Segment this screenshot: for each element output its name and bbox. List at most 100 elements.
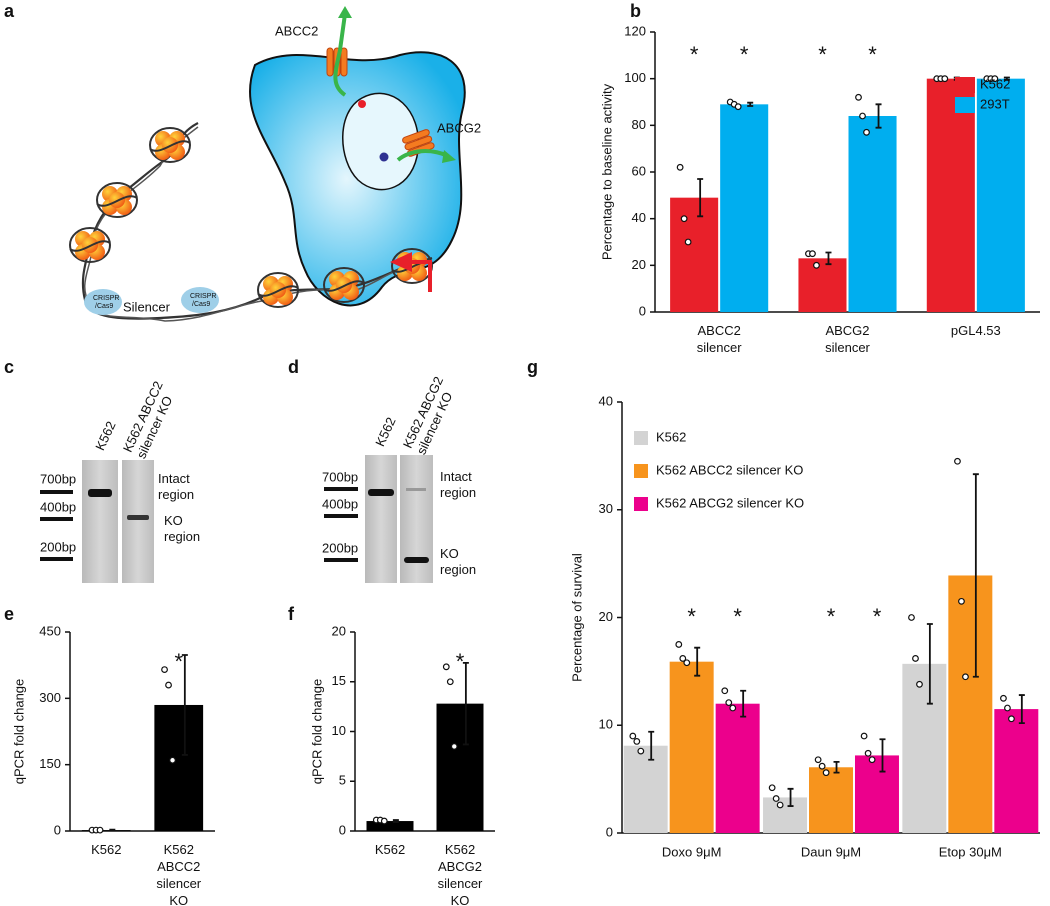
data-point <box>637 747 645 755</box>
cas9-label: /Cas9 <box>192 301 210 308</box>
data-point <box>868 756 876 764</box>
x-tick-label: K562 <box>91 842 121 857</box>
data-point <box>916 680 923 688</box>
cas9-label: CRISPR <box>190 293 216 300</box>
error-bar <box>694 646 701 677</box>
bar <box>623 745 668 833</box>
ladder-mark <box>40 490 73 494</box>
data-point <box>676 163 684 171</box>
gel-band <box>404 557 429 563</box>
data-point <box>991 75 999 83</box>
cas9 <box>84 289 122 315</box>
legend-swatch <box>955 77 975 93</box>
data-point <box>684 238 692 246</box>
bar <box>366 821 414 831</box>
significance: * <box>456 649 465 674</box>
x-tick-label: Etop 30μM <box>939 844 1002 859</box>
cas9 <box>181 287 219 313</box>
panel-label: d <box>288 357 299 377</box>
bar <box>763 797 808 833</box>
bar <box>854 755 899 833</box>
bar <box>436 703 484 831</box>
error-bar <box>648 730 655 761</box>
data-point <box>954 457 961 465</box>
bar <box>948 575 993 833</box>
x-tick-label: Daun 9μM <box>801 844 861 859</box>
nucleosome <box>69 227 111 263</box>
y-tick-label: 0 <box>54 822 61 837</box>
drug <box>358 100 366 108</box>
y-tick-label: 20 <box>332 623 346 638</box>
data-point <box>96 826 104 834</box>
transporter-label: ABCG2 <box>437 120 481 135</box>
gel-lane <box>365 455 397 583</box>
data-point <box>1008 715 1015 723</box>
bar <box>154 704 204 831</box>
bar <box>902 663 947 833</box>
error-bar <box>926 623 933 705</box>
cas9-label: CRISPR <box>93 295 119 302</box>
y-tick-label: 0 <box>606 824 613 839</box>
ladder-label: 700bp <box>40 471 76 486</box>
error-bar <box>181 654 188 756</box>
y-tick-label: 20 <box>632 257 646 272</box>
promoter-arrow <box>410 260 432 292</box>
significance: * <box>827 604 836 629</box>
data-point <box>772 795 780 802</box>
silencer-label: Silencer <box>123 299 171 314</box>
legend-label: K562 <box>980 76 1010 91</box>
error-bar <box>697 178 704 218</box>
y-tick-label: 150 <box>39 756 61 771</box>
y-tick-label: 450 <box>39 623 61 638</box>
error-bar <box>787 787 794 807</box>
legend-swatch <box>634 431 648 445</box>
data-point <box>941 75 949 83</box>
cas9-label: /Cas9 <box>95 303 113 310</box>
data-point <box>776 801 784 809</box>
significance: * <box>174 649 183 674</box>
bar <box>81 830 131 831</box>
band-label: KO region <box>440 546 476 577</box>
data-point <box>958 597 965 605</box>
lane-label: K562 ABCG2silencer KO <box>400 374 460 457</box>
data-point <box>814 756 822 764</box>
nucleus <box>342 92 420 191</box>
transporter-label: ABCC2 <box>275 23 318 38</box>
error-bar <box>747 101 754 107</box>
panel-label: e <box>4 604 14 624</box>
y-tick-label: 300 <box>39 690 61 705</box>
data-point <box>1004 704 1011 712</box>
panel-d: d K562 K562 ABCG2silencer KO 700bp 400bp… <box>288 357 476 583</box>
y-tick-label: 100 <box>624 70 646 85</box>
x-tick-label: ABCC2 silencer <box>697 323 742 355</box>
legend-swatch <box>955 97 975 113</box>
gel-band <box>406 488 426 491</box>
drug <box>379 152 389 162</box>
bar <box>798 258 847 312</box>
y-tick-label: 60 <box>632 163 646 178</box>
data-point <box>818 762 826 770</box>
arrow-head <box>442 150 456 163</box>
bar <box>848 116 897 312</box>
y-tick-label: 10 <box>599 717 613 732</box>
ladder-mark <box>324 514 358 518</box>
ladder-mark <box>324 558 358 562</box>
data-point <box>1000 694 1007 702</box>
data-point <box>813 261 820 269</box>
error-bar <box>392 819 399 823</box>
ladder-mark <box>40 517 73 521</box>
error-bar <box>972 473 979 678</box>
ladder-label: 700bp <box>322 469 358 484</box>
data-point <box>962 673 969 681</box>
panel-label: c <box>4 357 14 377</box>
gel-band <box>368 489 394 496</box>
data-point <box>860 732 868 740</box>
data-point <box>908 614 915 621</box>
x-tick-label: K562 ABCC2 silencer KO <box>156 842 201 906</box>
y-tick-label: 15 <box>332 673 346 688</box>
bar <box>670 197 719 312</box>
x-tick-label: ABCG2 silencer <box>825 323 870 355</box>
arrow-head <box>390 252 412 272</box>
significance: * <box>687 604 696 629</box>
ladder-label: 200bp <box>40 539 76 554</box>
